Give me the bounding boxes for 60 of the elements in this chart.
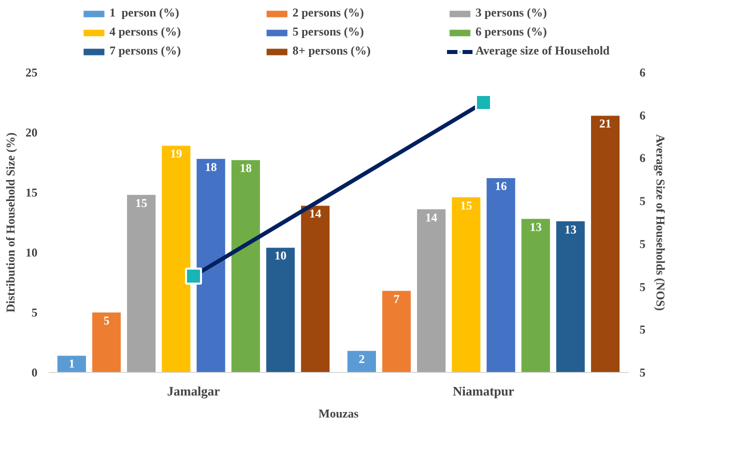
data-label: 18 <box>240 161 252 176</box>
y2-tick-label: 5 <box>640 236 646 251</box>
y-axis-title: Distribution of Household Size (%) <box>4 132 18 313</box>
legend-label: Average size of Household <box>476 44 611 58</box>
data-label: 16 <box>494 179 507 194</box>
y-tick-label: 25 <box>26 66 38 80</box>
data-label: 10 <box>274 248 286 263</box>
data-label: 13 <box>530 220 542 234</box>
legend-label: 8+ persons (%) <box>292 44 372 58</box>
legend-label: 1 person (%) <box>110 6 180 20</box>
bar <box>196 158 226 372</box>
bar <box>347 350 376 372</box>
y2-axis-title: Average Size of Households (NOS) <box>654 134 668 311</box>
legend-label: 2 persons (%) <box>292 6 365 20</box>
bar <box>417 209 446 372</box>
x-tick-label: Niamatpur <box>452 384 514 398</box>
legend-label: 3 persons (%) <box>476 6 548 20</box>
x-axis-title: Mouzas <box>318 406 359 420</box>
data-label: 15 <box>460 198 472 212</box>
y2-tick-label: 6 <box>640 66 646 80</box>
bar <box>301 206 330 372</box>
y2-tick-label: 6 <box>640 151 646 166</box>
y2-tick-label: 6 <box>640 108 646 122</box>
y-tick-label: 10 <box>26 246 38 260</box>
y2-tick-label: 5 <box>640 366 646 380</box>
bar <box>452 197 480 372</box>
y-tick-label: 15 <box>26 186 38 200</box>
legend-label: 7 persons (%) <box>110 44 182 58</box>
bar <box>521 218 550 372</box>
bar <box>57 356 86 372</box>
data-label: 1 <box>68 356 75 371</box>
bar <box>591 116 620 372</box>
data-label: 5 <box>104 314 110 328</box>
bar <box>231 160 260 372</box>
bar <box>162 146 190 372</box>
bar <box>266 248 295 372</box>
data-label: 19 <box>170 146 182 161</box>
y2-tick-label: 5 <box>640 194 646 208</box>
bar <box>92 312 121 372</box>
legend-label: 4 persons (%) <box>110 24 182 40</box>
data-label: 14 <box>309 206 322 221</box>
data-label: 7 <box>394 292 400 306</box>
data-label: 21 <box>599 116 612 131</box>
y-tick-label: 5 <box>32 306 38 320</box>
y-tick-label: 20 <box>26 126 38 140</box>
legend-label: 5 persons (%) <box>292 24 365 40</box>
bar <box>127 194 156 372</box>
y-tick-label: 0 <box>32 366 38 380</box>
bar <box>486 178 516 372</box>
data-label: 18 <box>204 160 217 174</box>
y2-tick-label: 5 <box>640 280 646 294</box>
x-tick-label: Jamalgar <box>167 384 220 398</box>
data-label: 15 <box>135 196 148 210</box>
bar <box>556 221 585 372</box>
y2-tick-label: 5 <box>640 322 646 337</box>
bar <box>382 290 411 372</box>
data-label: 13 <box>564 222 576 236</box>
data-label: 2 <box>358 352 365 366</box>
legend-label: 6 persons (%) <box>476 24 548 40</box>
data-label: 14 <box>425 210 438 224</box>
